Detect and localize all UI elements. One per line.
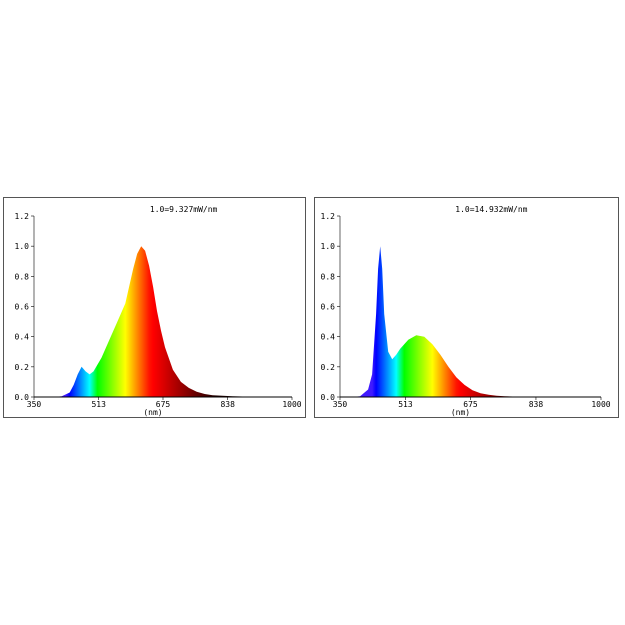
y-tick-label: 1.2 (15, 212, 30, 221)
y-tick-label: 0.2 (321, 363, 336, 372)
x-tick-label: 675 (463, 400, 478, 409)
x-tick-label: 675 (156, 400, 171, 409)
scale-annotation: 1.0=14.932mW/nm (455, 205, 527, 214)
x-axis-label: (nm) (143, 408, 162, 417)
x-tick-label: 350 (333, 400, 348, 409)
y-tick-label: 0.4 (15, 333, 30, 342)
y-tick-label: 0.8 (321, 272, 336, 281)
spectrum-area (352, 246, 601, 397)
spectrum-panel-right: 0.0 0.2 0.4 0.6 0.8 1.0 1.2 350 513 675 838 1000 (nm… (314, 197, 619, 418)
x-tick-label: 838 (220, 400, 235, 409)
x-tick-label: 838 (529, 400, 544, 409)
spectrum-chart-right: 0.0 0.2 0.4 0.6 0.8 1.0 1.2 350 513 675 838 1000 (nm… (321, 205, 611, 417)
x-axis-label: (nm) (451, 408, 470, 417)
spectrum-panel-left: 0.0 0.2 0.4 0.6 0.8 1.0 1.2 350 513 675 838 1000 (nm… (3, 197, 306, 418)
y-tick-label: 0.0 (321, 393, 336, 402)
x-tick-label: 513 (91, 400, 106, 409)
spectrum-chart-left: 0.0 0.2 0.4 0.6 0.8 1.0 1.2 350 513 675 838 1000 (nm… (15, 205, 302, 417)
y-tick-label: 0.8 (15, 272, 30, 281)
x-tick-label: 1000 (282, 400, 301, 409)
y-tick-label: 1.0 (321, 242, 336, 251)
x-tick-label: 1000 (591, 400, 610, 409)
y-tick-label: 1.2 (321, 212, 336, 221)
y-tick-label: 1.0 (15, 242, 30, 251)
x-tick-label: 350 (27, 400, 42, 409)
y-tick-label: 0.6 (15, 303, 30, 312)
scale-annotation: 1.0=9.327mW/nm (150, 205, 218, 214)
y-tick-label: 0.2 (15, 363, 30, 372)
y-tick-label: 0.0 (15, 393, 30, 402)
x-tick-label: 513 (398, 400, 413, 409)
y-tick-label: 0.6 (321, 303, 336, 312)
y-tick-label: 0.4 (321, 333, 336, 342)
spectrum-area (45, 246, 293, 397)
